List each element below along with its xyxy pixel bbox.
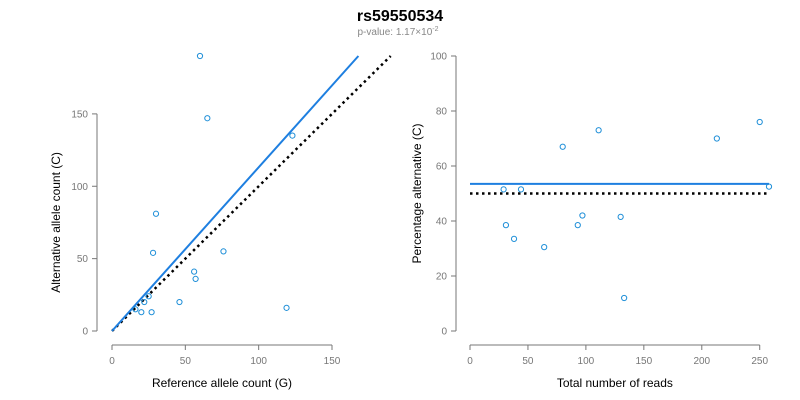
chart-title: rs59550534 bbox=[357, 8, 443, 25]
left-y-tick-label: 0 bbox=[82, 327, 88, 338]
p-value-exponent: -2 bbox=[432, 26, 438, 33]
p-value-text: p-value: 1.17×10 bbox=[357, 27, 432, 38]
right-y-tick-label: 0 bbox=[441, 327, 447, 338]
left-data-point bbox=[192, 275, 199, 282]
right-data-point bbox=[756, 118, 763, 126]
left-data-point bbox=[204, 115, 211, 122]
left-data-point bbox=[149, 249, 157, 256]
right-x-tick-label: 250 bbox=[751, 356, 768, 367]
right-panel: 0 50 100 150 200 250 0 20 40 60 80 100 Total number … bbox=[410, 52, 773, 390]
right-y-tick-label: 20 bbox=[436, 272, 448, 283]
right-x-tick-label: 50 bbox=[522, 356, 534, 367]
left-data-point bbox=[283, 304, 290, 311]
left-data-point bbox=[191, 268, 198, 275]
right-data-point bbox=[541, 244, 548, 251]
chart-subtitle: p-value: 1.17×10-2 bbox=[357, 26, 438, 38]
right-data-point bbox=[579, 212, 586, 219]
right-data-point bbox=[617, 213, 624, 220]
right-x-tick-label: 150 bbox=[635, 356, 652, 367]
left-data-point bbox=[148, 309, 155, 316]
right-data-point bbox=[574, 222, 581, 229]
right-data-point bbox=[713, 135, 720, 142]
right-data-point bbox=[595, 127, 602, 134]
left-data-point bbox=[220, 248, 227, 255]
left-data-point bbox=[196, 52, 204, 60]
left-x-axis-label: Reference allele count (G) bbox=[152, 376, 292, 390]
right-data-point bbox=[621, 294, 628, 302]
left-x-tick-label: 0 bbox=[109, 356, 115, 367]
right-y-tick-label: 60 bbox=[436, 162, 448, 173]
left-reference-line bbox=[111, 55, 392, 332]
left-x-tick-label: 50 bbox=[180, 356, 192, 367]
left-data-point bbox=[138, 309, 145, 316]
left-data-point bbox=[289, 132, 296, 139]
right-y-tick-label: 100 bbox=[430, 52, 447, 63]
right-y-tick-label: 80 bbox=[436, 107, 448, 118]
left-x-tick-label: 100 bbox=[250, 356, 267, 367]
right-data-point bbox=[502, 222, 510, 229]
left-fit-line bbox=[111, 55, 360, 332]
left-y-tick-label: 150 bbox=[71, 109, 88, 120]
right-x-tick-label: 100 bbox=[578, 356, 595, 367]
right-x-axis-label: Total number of reads bbox=[557, 376, 673, 390]
left-y-axis-label: Alternative allele count (C) bbox=[49, 152, 63, 293]
right-y-axis-label: Percentage alternative (C) bbox=[410, 123, 424, 263]
left-data-point bbox=[176, 298, 183, 306]
left-y-tick-label: 50 bbox=[77, 254, 89, 265]
right-x-tick-label: 200 bbox=[693, 356, 710, 367]
left-data-point bbox=[132, 306, 139, 313]
left-data-point bbox=[152, 210, 160, 217]
right-data-point bbox=[500, 186, 507, 193]
right-data-point bbox=[559, 143, 566, 150]
right-x-tick-label: 0 bbox=[467, 356, 473, 367]
left-data-point bbox=[145, 293, 152, 300]
right-data-point bbox=[765, 183, 773, 190]
left-y-tick-label: 100 bbox=[71, 182, 88, 193]
left-panel: 0 50 100 150 0 50 100 150 Reference allele count… bbox=[49, 52, 392, 390]
right-data-point bbox=[510, 235, 518, 242]
left-data-point bbox=[141, 298, 148, 306]
right-y-tick-label: 40 bbox=[436, 217, 448, 228]
right-data-point bbox=[517, 186, 525, 193]
left-x-tick-label: 150 bbox=[324, 356, 341, 367]
